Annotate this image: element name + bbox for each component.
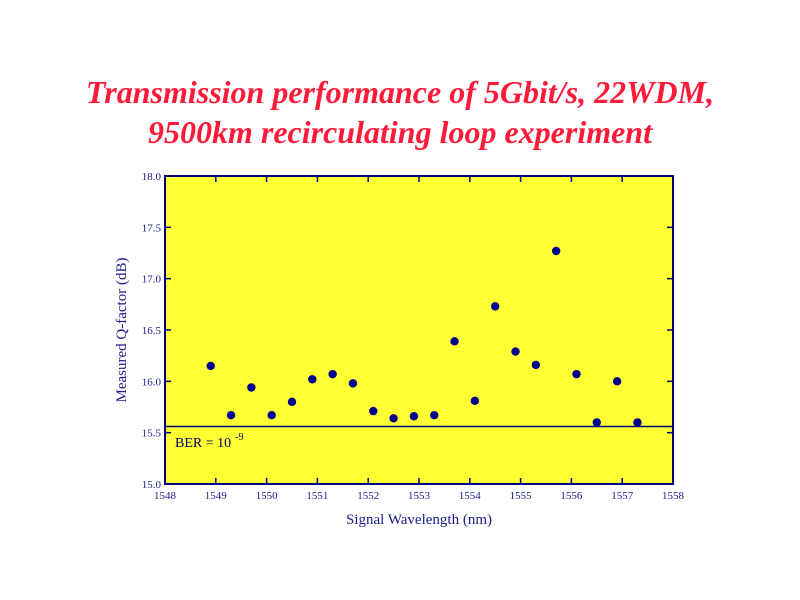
data-point: [612, 377, 622, 386]
y-tick-label: 18.0: [142, 171, 162, 183]
data-point: [430, 411, 439, 420]
chart-title: Transmission performance of 5Gbit/s, 22W…: [0, 72, 800, 152]
x-tick-label: 1557: [611, 490, 634, 502]
data-point: [551, 246, 561, 256]
x-tick-label: 1548: [154, 490, 177, 502]
y-axis: 15.0 15.5 16.0 16.5 17.0 17.5 18.0: [142, 171, 673, 491]
data-point: [633, 418, 642, 427]
x-tick-label: 1551: [306, 490, 328, 502]
data-point: [511, 347, 520, 356]
x-tick-label: 1555: [510, 490, 533, 502]
x-axis: 1548 1549 1550 1551 1552 1553 1554 1555 1556 1557…: [154, 176, 685, 502]
data-point: [389, 414, 398, 423]
x-tick-label: 1556: [560, 490, 583, 502]
data-point: [592, 418, 601, 427]
data-point: [348, 379, 358, 388]
data-point: [450, 337, 459, 346]
x-tick-label: 1549: [205, 490, 228, 502]
x-tick-label: 1553: [408, 490, 431, 502]
data-point: [572, 369, 581, 379]
data-point: [287, 397, 297, 407]
data-point: [409, 412, 419, 421]
chart-title-line-2: 9500km recirculating loop experiment: [148, 114, 652, 150]
data-point: [328, 369, 337, 379]
y-tick-label: 17.5: [142, 222, 162, 234]
data-point: [206, 361, 215, 371]
y-tick-label: 15.0: [142, 479, 162, 491]
data-point: [369, 406, 378, 416]
data-point: [267, 411, 276, 420]
data-point: [226, 411, 236, 420]
data-point: [308, 375, 317, 384]
data-point: [491, 302, 500, 311]
data-point: [247, 383, 256, 392]
y-tick-label: 17.0: [142, 274, 162, 286]
data-point: [470, 396, 480, 406]
x-tick-label: 1558: [662, 490, 685, 502]
ber-annotation-superscript: -9: [235, 432, 243, 443]
data-point: [531, 360, 541, 370]
x-tick-label: 1550: [256, 490, 279, 502]
plot-area: [164, 175, 674, 485]
x-tick-label: 1554: [459, 490, 482, 502]
x-tick-label: 1552: [357, 490, 379, 502]
y-tick-label: 16.0: [142, 376, 162, 388]
y-axis-label: Measured Q-factor (dB): [114, 258, 130, 403]
y-tick-label: 16.5: [142, 325, 162, 337]
ber-annotation: BER = 10 -9: [175, 432, 243, 451]
y-tick-label: 15.5: [142, 428, 162, 440]
chart-title-line-1: Transmission performance of 5Gbit/s, 22W…: [85, 74, 715, 110]
x-axis-label: Signal Wavelength (nm): [346, 512, 492, 528]
ber-annotation-text: BER = 10: [175, 436, 231, 451]
data-points: [206, 246, 642, 427]
